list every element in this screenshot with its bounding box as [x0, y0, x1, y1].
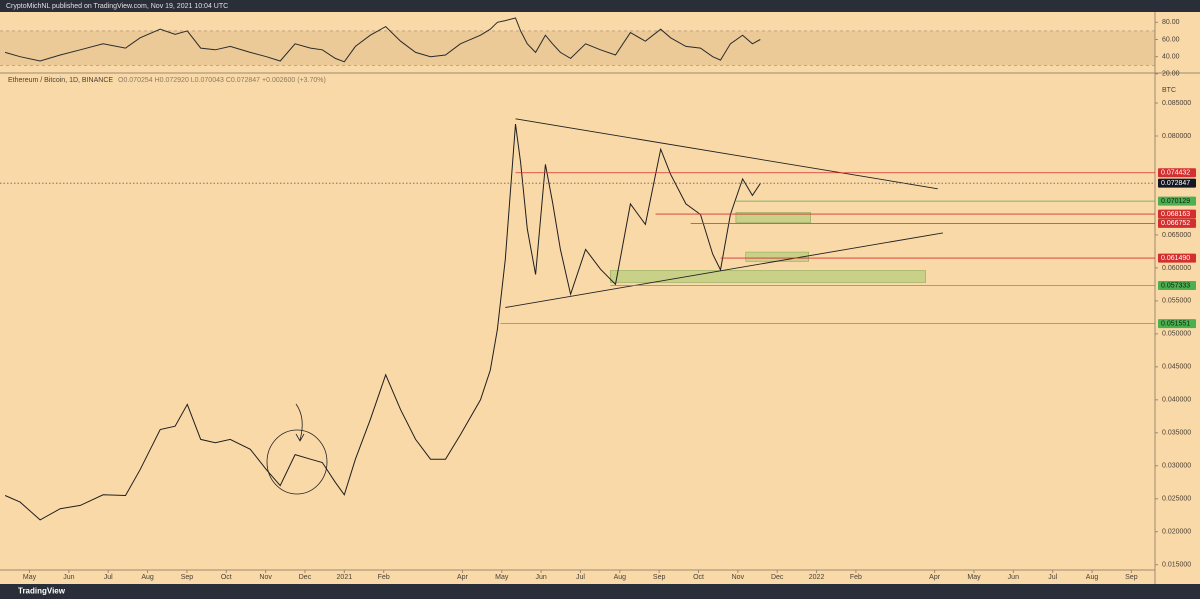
level-label: 0.061490 [1161, 255, 1190, 262]
level-tag [1158, 253, 1196, 263]
x-tick-label: Dec [299, 574, 312, 581]
y-tick-label: 0.080000 [1162, 133, 1191, 140]
y-tick-label: 0.065000 [1162, 232, 1191, 239]
price-line [4, 17, 761, 63]
rsi-band [0, 30, 1155, 66]
currency-label: BTC [1162, 87, 1176, 94]
x-tick-label: Aug [141, 574, 154, 581]
x-tick-label: Sep [181, 574, 194, 581]
level-tag [1158, 281, 1196, 291]
rsi-tick-label: 60.00 [1162, 36, 1180, 43]
y-tick-label: 0.030000 [1162, 463, 1191, 470]
x-tick-label: 2022 [809, 574, 825, 581]
x-tick-label: Jul [576, 574, 585, 581]
y-tick-label: 0.050000 [1162, 331, 1191, 338]
zone [745, 251, 809, 262]
level-tag [1158, 168, 1196, 178]
y-tick-label: 0.055000 [1162, 298, 1191, 305]
x-tick-label: Jul [104, 574, 113, 581]
logo: TradingView [18, 587, 66, 596]
x-tick-label: Jul [1048, 574, 1057, 581]
x-tick-label: May [23, 574, 37, 581]
y-tick-label: 0.020000 [1162, 529, 1191, 536]
header-bar [0, 0, 1200, 12]
price-line [4, 124, 761, 521]
x-tick-label: Nov [732, 574, 745, 581]
level-label: 0.066752 [1161, 220, 1190, 227]
level-tag [1158, 196, 1196, 206]
x-tick-label: Feb [850, 574, 862, 581]
x-tick-label: Apr [929, 574, 941, 581]
level-tag [1158, 178, 1196, 188]
x-tick-label: May [967, 574, 981, 581]
x-tick-label: Feb [378, 574, 390, 581]
x-tick-label: Nov [259, 574, 272, 581]
level-label: 0.051551 [1161, 320, 1190, 327]
legend-title: Ethereum / Bitcoin, 1D, BINANCE [8, 77, 113, 84]
x-tick-label: Apr [457, 574, 469, 581]
level-label: 0.072847 [1161, 180, 1190, 187]
x-tick-label: Jun [535, 574, 546, 581]
y-tick-label: 0.035000 [1162, 430, 1191, 437]
trendline [515, 118, 938, 190]
x-tick-label: Aug [1086, 574, 1099, 581]
level-label: 0.057333 [1161, 282, 1190, 289]
y-tick-label: 0.085000 [1162, 100, 1191, 107]
x-tick-label: Oct [221, 574, 232, 581]
level-tag [1158, 319, 1196, 329]
x-tick-label: Oct [693, 574, 704, 581]
level-label: 0.074432 [1161, 170, 1190, 177]
zone [610, 270, 926, 283]
y-tick-label: 0.040000 [1162, 397, 1191, 404]
zone [735, 212, 811, 223]
x-tick-label: Dec [771, 574, 784, 581]
arrow-annotation [295, 403, 305, 442]
trendline [505, 232, 943, 308]
y-tick-label: 0.045000 [1162, 364, 1191, 371]
legend-ohlc: O0.070254 H0.072920 L0.070043 C0.072847 … [118, 77, 326, 84]
x-tick-label: May [495, 574, 509, 581]
x-tick-label: Jun [1008, 574, 1019, 581]
footer-bar [0, 584, 1200, 599]
y-tick-label: 0.060000 [1162, 265, 1191, 272]
x-tick-label: Jun [63, 574, 74, 581]
level-label: 0.070129 [1161, 198, 1190, 205]
y-tick-label: 0.025000 [1162, 496, 1191, 503]
level-tag [1158, 218, 1196, 228]
rsi-tick-label: 20.00 [1162, 71, 1180, 78]
rsi-tick-label: 40.00 [1162, 54, 1180, 61]
x-tick-label: Sep [1125, 574, 1138, 581]
y-tick-label: 0.015000 [1162, 562, 1191, 569]
rsi-tick-label: 80.00 [1162, 19, 1180, 26]
level-label: 0.068163 [1161, 211, 1190, 218]
circle-annotation [266, 429, 328, 495]
x-tick-label: 2021 [337, 574, 353, 581]
level-tag [1158, 209, 1196, 219]
credit: CryptoMichNL published on TradingView.co… [6, 3, 228, 10]
x-tick-label: Sep [653, 574, 666, 581]
x-tick-label: Aug [614, 574, 627, 581]
